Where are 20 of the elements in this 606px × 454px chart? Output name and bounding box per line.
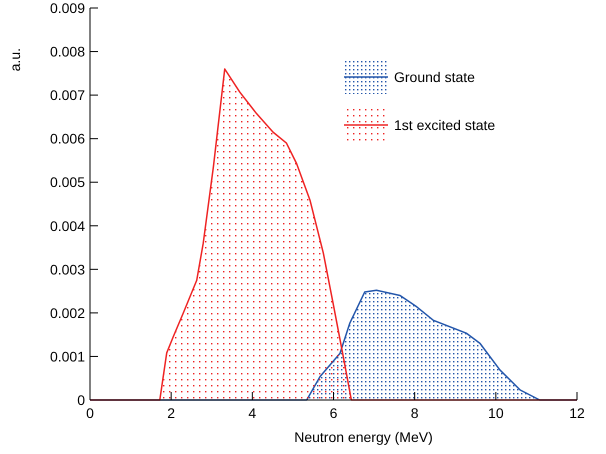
x-tick-label: 6	[330, 405, 338, 421]
y-tick-label: 0.002	[50, 304, 86, 321]
x-axis-title: Neutron energy (MeV)	[294, 429, 433, 445]
y-tick-label: 0.001	[50, 348, 86, 364]
legend-label: Ground state	[394, 69, 476, 85]
legend-label: 1st excited state	[394, 117, 496, 133]
y-tick-label: 0.005	[50, 174, 86, 190]
x-tick-label: 8	[410, 405, 419, 421]
x-tick-label: 4	[248, 405, 256, 421]
y-tick-label: 0.006	[50, 130, 86, 147]
y-tick-label: 0.003	[50, 261, 86, 278]
y-tick-label: 0	[77, 392, 86, 408]
x-tick-label: 12	[569, 405, 585, 421]
y-tick-label: 0.009	[50, 0, 86, 16]
y-axis-title: a.u.	[7, 48, 23, 72]
y-tick-label: 0.004	[50, 218, 86, 234]
y-tick-label: 0.007	[50, 87, 86, 104]
y-tick-label: 0.008	[50, 44, 86, 60]
x-tick-label: 2	[167, 405, 176, 421]
x-tick-label: 10	[488, 405, 504, 421]
